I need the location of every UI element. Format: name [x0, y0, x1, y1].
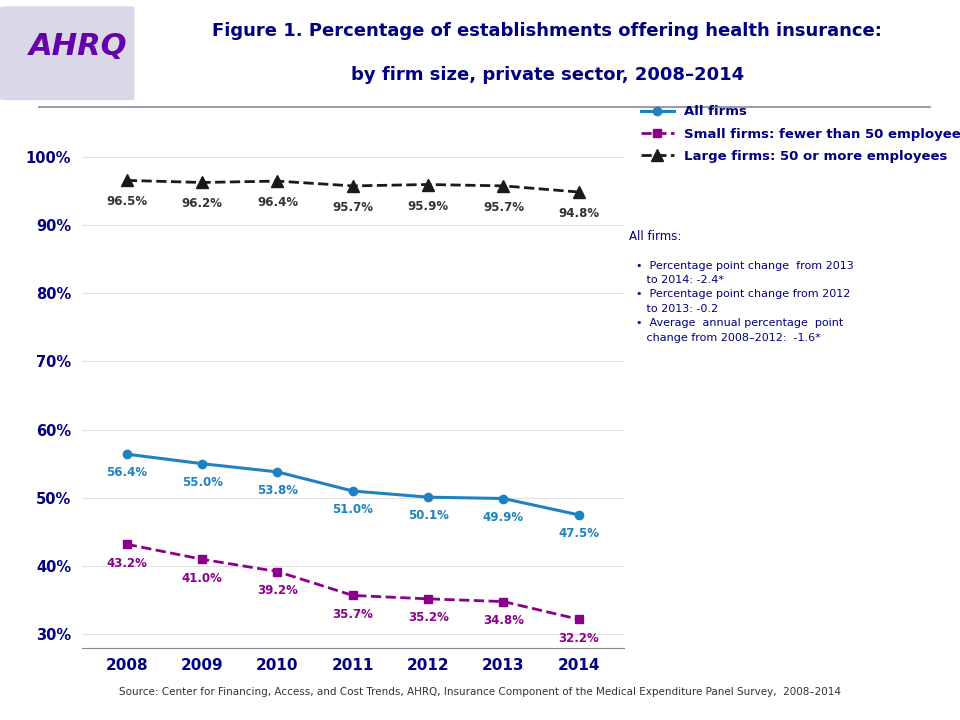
Text: 95.7%: 95.7%: [332, 201, 373, 214]
Text: 95.7%: 95.7%: [483, 201, 524, 214]
Text: 35.2%: 35.2%: [408, 611, 448, 624]
Text: by firm size, private sector, 2008–2014: by firm size, private sector, 2008–2014: [350, 66, 744, 84]
Text: 49.9%: 49.9%: [483, 510, 524, 523]
Text: 95.9%: 95.9%: [408, 199, 448, 212]
Text: 96.2%: 96.2%: [181, 197, 223, 210]
Text: •  Percentage point change  from 2013
     to 2014: -2.4*
  •  Percentage point : • Percentage point change from 2013 to 2…: [629, 261, 853, 343]
Text: 55.0%: 55.0%: [181, 476, 223, 489]
Text: 39.2%: 39.2%: [257, 584, 298, 597]
Text: 32.2%: 32.2%: [559, 631, 599, 644]
Text: 56.4%: 56.4%: [107, 467, 148, 480]
Text: Source: Center for Financing, Access, and Cost Trends, AHRQ, Insurance Component: Source: Center for Financing, Access, an…: [119, 688, 841, 697]
FancyBboxPatch shape: [0, 6, 134, 100]
Text: Figure 1. Percentage of establishments offering health insurance:: Figure 1. Percentage of establishments o…: [212, 22, 882, 40]
Text: 96.5%: 96.5%: [107, 195, 148, 208]
Legend: All firms, Small firms: fewer than 50 employees, Large firms: 50 or more employe: All firms, Small firms: fewer than 50 em…: [636, 100, 960, 168]
Text: 43.2%: 43.2%: [107, 557, 147, 570]
Text: 94.8%: 94.8%: [558, 207, 599, 220]
Text: 96.4%: 96.4%: [257, 196, 298, 209]
Text: 51.0%: 51.0%: [332, 503, 373, 516]
Text: All firms:: All firms:: [629, 230, 682, 243]
Text: AHRQ: AHRQ: [29, 32, 128, 61]
Text: 34.8%: 34.8%: [483, 614, 524, 627]
Text: 47.5%: 47.5%: [559, 527, 599, 540]
Text: 35.7%: 35.7%: [332, 608, 373, 621]
Text: 41.0%: 41.0%: [181, 572, 223, 585]
Text: 50.1%: 50.1%: [408, 510, 448, 523]
Text: 53.8%: 53.8%: [257, 484, 298, 498]
